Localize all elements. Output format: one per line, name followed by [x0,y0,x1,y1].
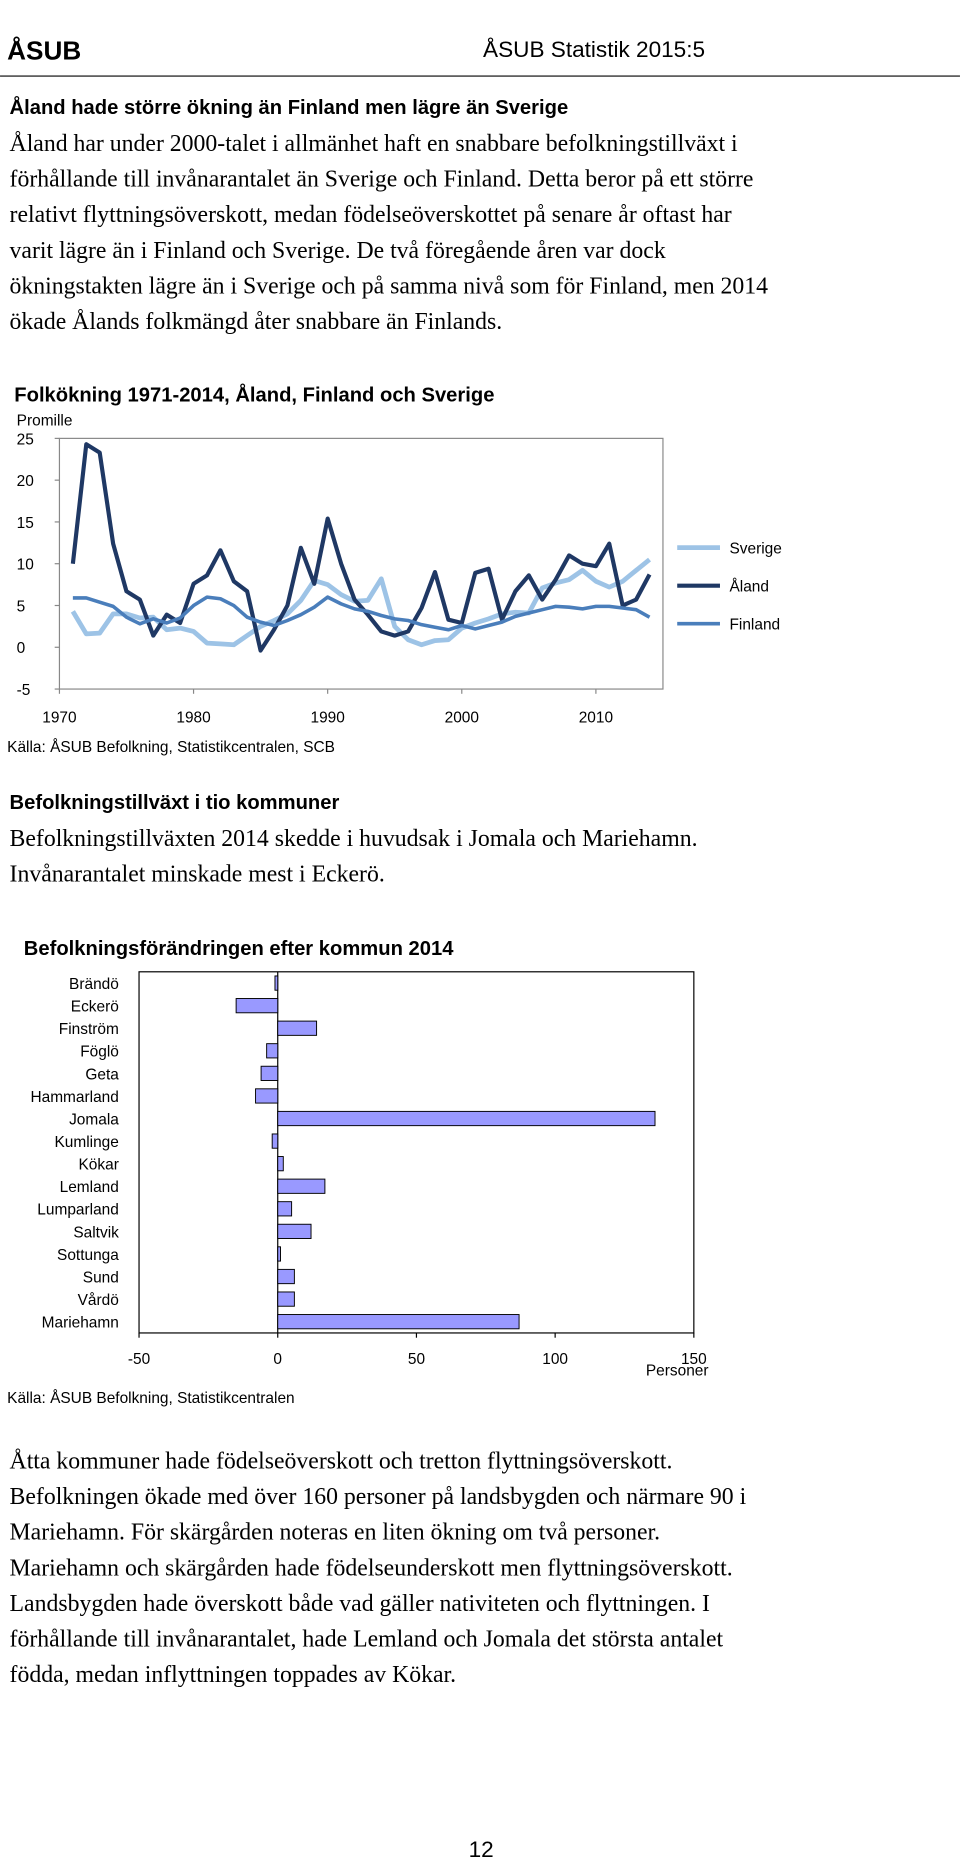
y-tick-label: 5 [17,598,26,615]
paragraph-line: ökade Ålands folkmängd åter snabbare än … [10,309,503,335]
page-number: 12 [469,1837,494,1862]
category-label: Lemland [60,1179,119,1196]
header-title: ÅSUB Statistik 2015:5 [483,37,705,62]
paragraph-line: födda, medan inflyttningen toppades av K… [10,1662,457,1688]
bar [277,1178,326,1194]
x-tick-label: 1990 [310,709,344,726]
legend-label: Åland [729,579,768,596]
paragraph-line: Mariehamn. För skärgården noteras en lit… [10,1520,661,1546]
legend-label: Sverige [729,541,781,558]
section-heading: Befolkningstillväxt i tio kommuner [10,792,340,814]
y-tick-label: -5 [17,682,31,699]
source: Källa: ÅSUB Befolkning, Statistikcentral… [7,1390,294,1407]
bar [277,1156,284,1172]
x-tick-label: 1970 [42,709,76,726]
x-tick-label: 50 [408,1351,425,1368]
series-line [70,442,652,653]
paragraph-line: förhållande till invånarantalet än Sveri… [10,167,754,193]
bar [277,1314,520,1330]
bar [274,975,279,991]
paragraph-line: ökningstakten lägre än i Sverige och på … [10,273,769,299]
y-axis-label: Promille [17,412,73,429]
y-tick-label: 10 [17,557,34,574]
paragraph-line: relativt flyttningsöverskott, medan föde… [10,202,732,228]
x-tick-label: 100 [542,1351,568,1368]
plot-frame [138,971,695,1334]
category-label: Lumparland [37,1202,119,1219]
paragraph-line: Befolkningstillväxten 2014 skedde i huvu… [10,826,698,852]
y-tick-label: 25 [17,431,34,448]
bar [271,1133,279,1149]
category-label: Föglö [80,1044,119,1061]
paragraph-line: Mariehamn och skärgården hade födelseund… [10,1555,733,1581]
paragraph-line: förhållande till invånarantalet, hade Le… [10,1627,724,1653]
plot-frame [58,437,664,690]
category-label: Vårdö [78,1292,119,1309]
source: Källa: ÅSUB Befolkning, Statistikcentral… [7,739,335,756]
series-line [70,557,652,648]
bar [277,1291,295,1307]
bar [235,998,279,1014]
bar [277,1246,281,1262]
category-label: Mariehamn [42,1315,119,1332]
chart-title: Folkökning 1971-2014, Åland, Finland och… [14,383,494,407]
paragraph-line: Åtta kommuner hade födelseöverskott och … [10,1448,673,1474]
y-tick-label: 0 [17,640,26,657]
x-tick-label: 2010 [579,709,613,726]
chart-title: Befolkningsförändringen efter kommun 201… [24,938,454,960]
x-tick-label: 1980 [176,709,210,726]
category-label: Finström [59,1021,119,1038]
category-label: Jomala [69,1111,119,1128]
x-axis-label: Personer [646,1363,709,1380]
x-tick-label: -50 [128,1351,150,1368]
y-tick-label: 15 [17,515,34,532]
paragraph-line: Åland har under 2000-talet i allmänhet h… [10,131,739,157]
bar [277,1223,312,1239]
x-tick-label: 0 [273,1351,282,1368]
y-tick-label: 20 [17,473,34,490]
legend-label: Finland [729,617,780,634]
paragraph-line: Invånarantalet minskade mest i Eckerö. [10,862,385,888]
bar [260,1065,279,1081]
category-label: Kumlinge [54,1134,118,1151]
category-label: Sottunga [57,1247,119,1264]
logo: ÅSUB [7,35,81,65]
category-label: Sund [83,1269,119,1286]
category-label: Hammarland [30,1089,118,1106]
bar [277,1201,293,1217]
bar [277,1020,318,1036]
bar [277,1110,656,1127]
category-label: Eckerö [71,999,119,1016]
paragraph-line: Befolkningen ökade med över 160 personer… [10,1484,747,1510]
category-label: Saltvik [73,1224,119,1241]
x-tick-label: 2000 [445,709,479,726]
category-label: Kökar [79,1157,119,1174]
category-label: Geta [85,1066,119,1083]
paragraph-line: Landsbygden hade överskott både vad gäll… [10,1591,710,1617]
bar [266,1043,279,1059]
section-heading: Åland hade större ökning än Finland men … [10,95,569,119]
x-tick-label: 150 [681,1351,707,1368]
category-label: Brändö [69,976,119,993]
paragraph-line: varit lägre än i Finland och Sverige. De… [10,238,666,264]
bar [255,1088,279,1104]
bar [277,1268,295,1285]
series-line [72,595,651,632]
